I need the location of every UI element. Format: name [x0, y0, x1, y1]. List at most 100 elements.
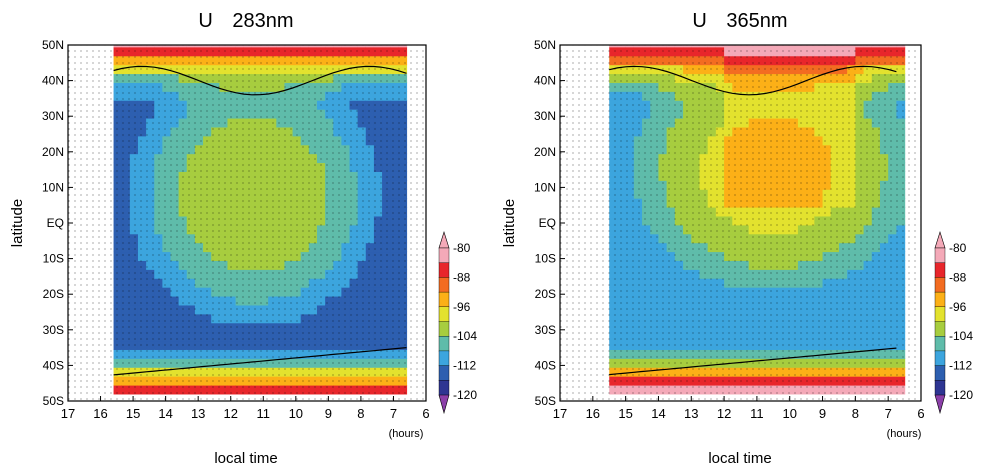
x-axis: 17 16 15 14 13 12 11 10 9 8 7 6 [61, 396, 430, 421]
title-var: U [198, 10, 212, 32]
y-tick-label: 30N [42, 109, 64, 123]
colorbar-segment [934, 262, 946, 278]
x-tick-label: 10 [289, 406, 303, 421]
colorbar-segment [438, 380, 450, 396]
x-tick-label: 9 [325, 406, 332, 421]
colorbar-segment [934, 336, 946, 352]
colorbar-segment [438, 262, 450, 278]
y-tick-label: 40S [43, 358, 64, 372]
colorbar-segment [438, 321, 450, 337]
contour-line-north [609, 65, 897, 96]
y-tick-label: 10S [43, 252, 64, 266]
colorbar-segment [934, 306, 946, 322]
x-unit-label: (hours) [887, 428, 922, 440]
panel-365nm: U 365nm latitude local time (hours) 17 16… [501, 10, 973, 467]
colorbar-tick-label: -88 [453, 270, 471, 284]
contour-lines [113, 65, 407, 376]
x-axis-label: local time [214, 450, 277, 467]
y-tick-label: 10S [535, 252, 556, 266]
x-tick-label: 16 [586, 406, 600, 421]
x-tick-label: 10 [782, 406, 796, 421]
y-tick-label: 20S [535, 287, 556, 301]
colorbar-segment [934, 350, 946, 367]
colorbar-tick-label: -120 [453, 388, 477, 402]
colorbar-tick-label: -112 [453, 359, 476, 373]
y-axis-label: latitude [501, 199, 518, 247]
y-tick-label: 40S [535, 358, 556, 372]
x-tick-label: 15 [618, 406, 632, 421]
y-tick-label: 50N [534, 38, 556, 52]
y-tick-label: 30S [535, 323, 556, 337]
colorbar-over-arrow [438, 230, 450, 249]
colorbar-segment [438, 336, 450, 352]
contour-line-south [609, 347, 897, 376]
x-tick-label: 8 [357, 406, 364, 421]
x-tick-label: 7 [390, 406, 397, 421]
colorbar-segment [934, 321, 946, 337]
colorbar-segment [438, 291, 450, 308]
y-axis: 50S 40S 30S 20S 10S EQ 10N 20N 30N 40N 50N [534, 38, 565, 408]
x-tick-label: 11 [257, 406, 271, 421]
x-tick-label: 17 [553, 406, 567, 421]
title-wavelength: 365nm [726, 10, 787, 32]
x-axis-label: local time [708, 450, 771, 467]
colorbar-tick-label: -112 [949, 359, 972, 373]
contour-lines [609, 65, 897, 376]
x-tick-label: 16 [93, 406, 107, 421]
y-tick-label: 30S [43, 323, 64, 337]
colorbar: -80 -88 -96 -104 -112 -120 [438, 230, 477, 415]
x-tick-label: 12 [717, 406, 731, 421]
stippling [560, 45, 921, 401]
y-tick-label: 20N [534, 145, 556, 159]
y-tick-label: 50S [535, 394, 556, 408]
colorbar-tick-label: -120 [949, 388, 973, 402]
y-tick-label: 50N [42, 38, 64, 52]
colorbar-segment [438, 247, 450, 264]
colorbar-tick-label: -80 [949, 241, 967, 255]
title-wavelength: 283nm [232, 10, 293, 32]
x-tick-label: 14 [158, 406, 172, 421]
y-tick-label: 50S [43, 394, 64, 408]
y-tick-label: 30N [534, 109, 556, 123]
colorbar-segment [934, 277, 946, 293]
colorbar-segment [438, 365, 450, 381]
colorbar-tick-label: -96 [949, 300, 967, 314]
x-tick-label: 13 [684, 406, 698, 421]
x-tick-label: 8 [852, 406, 859, 421]
x-tick-label: 11 [750, 406, 764, 421]
y-axis-label: latitude [9, 199, 26, 247]
colorbar-tick-label: -96 [453, 300, 471, 314]
colorbar-segment [438, 277, 450, 293]
colorbar-under-arrow [934, 394, 946, 415]
colorbar-over-arrow [934, 230, 946, 249]
x-axis: 17 16 15 14 13 12 11 10 9 8 7 6 [553, 396, 925, 421]
colorbar-segment [438, 350, 450, 367]
y-tick-label: EQ [539, 216, 556, 230]
y-axis: 50S 40S 30S 20S 10S EQ 10N 20N 30N 40N 50N [42, 38, 73, 408]
contour-line-north [113, 65, 407, 96]
colorbar-under-arrow [438, 394, 450, 415]
x-tick-label: 6 [422, 406, 429, 421]
colorbar-segment [934, 380, 946, 396]
y-tick-label: 40N [42, 74, 64, 88]
colorbar-segment [934, 365, 946, 381]
x-tick-label: 17 [61, 406, 75, 421]
panel-title: U 365nm [692, 10, 787, 32]
title-var: U [692, 10, 706, 32]
colorbar-tick-label: -104 [453, 329, 477, 343]
contour-line-south [113, 347, 407, 376]
y-tick-label: 20N [42, 145, 64, 159]
colorbar: -80 -88 -96 -104 -112 -120 [934, 230, 973, 415]
colorbar-tick-label: -88 [949, 270, 967, 284]
colorbar-tick-label: -104 [949, 329, 973, 343]
x-unit-label: (hours) [389, 428, 424, 440]
x-tick-label: 9 [819, 406, 826, 421]
y-tick-label: 40N [534, 74, 556, 88]
x-tick-label: 13 [191, 406, 205, 421]
x-tick-label: 12 [223, 406, 237, 421]
x-tick-label: 15 [126, 406, 140, 421]
y-tick-label: 20S [43, 287, 64, 301]
y-tick-label: 10N [42, 180, 64, 194]
x-tick-label: 14 [651, 406, 665, 421]
